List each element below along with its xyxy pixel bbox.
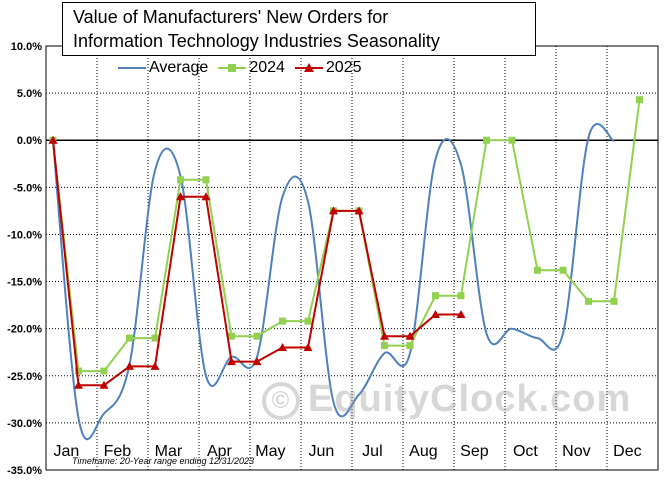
y-tick-label: 0.0% bbox=[17, 135, 42, 147]
x-tick-label: Feb bbox=[104, 443, 132, 460]
y-tick-label: -20.0% bbox=[7, 324, 42, 336]
data-point-2025 bbox=[74, 380, 83, 389]
data-point-2024 bbox=[177, 176, 184, 184]
chart-title-line-1: Value of Manufacturers' New Orders for bbox=[73, 7, 389, 27]
legend-swatch-2025 bbox=[294, 63, 323, 72]
legend-swatch-2024 bbox=[218, 64, 247, 72]
x-tick-label: Nov bbox=[562, 443, 590, 460]
x-tick-label: Jan bbox=[54, 443, 80, 460]
copyright-icon: © bbox=[262, 382, 300, 420]
legend-label-average: Average bbox=[149, 59, 209, 76]
x-tick-label: Mar bbox=[155, 443, 183, 460]
y-tick-label: -15.0% bbox=[7, 277, 42, 289]
y-tick-label: -10.0% bbox=[7, 229, 42, 241]
data-point-2024 bbox=[100, 367, 108, 375]
watermark-text: EquityClock.com bbox=[308, 378, 632, 420]
data-point-2024 bbox=[381, 342, 388, 350]
data-point-2025 bbox=[456, 310, 466, 319]
x-tick-label: Aug bbox=[409, 443, 437, 460]
x-tick-label: Apr bbox=[207, 443, 233, 460]
data-point-2025 bbox=[278, 343, 287, 352]
data-point-2024 bbox=[610, 297, 618, 305]
data-point-2025 bbox=[48, 135, 58, 144]
data-point-2024 bbox=[228, 332, 235, 340]
data-point-2024 bbox=[406, 342, 414, 350]
y-tick-label: 10.0% bbox=[11, 41, 42, 53]
legend-label-2024: 2024 bbox=[249, 59, 285, 76]
data-point-2024 bbox=[457, 292, 465, 300]
y-tick-label: -25.0% bbox=[7, 371, 42, 383]
x-tick-label: Oct bbox=[513, 443, 538, 460]
data-point-2025 bbox=[201, 192, 211, 201]
data-point-2024 bbox=[279, 317, 286, 325]
data-point-2024 bbox=[483, 136, 490, 144]
series-line-average bbox=[52, 123, 615, 441]
y-tick-label: -30.0% bbox=[7, 418, 42, 430]
data-point-2024 bbox=[585, 297, 592, 305]
x-tick-label: Dec bbox=[613, 443, 641, 460]
data-point-2025 bbox=[431, 310, 440, 319]
y-tick-label: -35.0% bbox=[7, 465, 42, 477]
data-point-2025 bbox=[125, 361, 134, 370]
tick-layer: 10.0% 5.0% 0.0% -5.0% -10.0% -15.0% -20.0% -25.… bbox=[7, 41, 641, 477]
data-point-2025 bbox=[405, 331, 415, 340]
data-point-2025 bbox=[99, 380, 109, 389]
y-tick-label: 5.0% bbox=[17, 88, 42, 100]
timeframe-footnote: Timeframe: 20-Year range ending 12/31/20… bbox=[72, 456, 255, 466]
data-point-2024 bbox=[534, 266, 541, 274]
data-point-2024 bbox=[151, 334, 159, 342]
y-tick-label: -5.0% bbox=[13, 182, 42, 194]
series-layer bbox=[48, 96, 643, 441]
data-point-2024 bbox=[304, 317, 312, 325]
data-point-2025 bbox=[227, 357, 236, 366]
chart-title-line-2: Information Technology Industries Season… bbox=[73, 31, 440, 51]
data-point-2024 bbox=[126, 334, 133, 342]
legend: Average 2024 2025 bbox=[118, 58, 372, 78]
data-point-2025 bbox=[176, 192, 185, 201]
legend-label-2025: 2025 bbox=[325, 59, 362, 76]
data-point-2024 bbox=[253, 332, 261, 340]
legend-item-2025: 2025 bbox=[294, 59, 362, 77]
plot-frame bbox=[45, 45, 659, 471]
legend-item-2024: 2024 bbox=[218, 59, 285, 77]
watermark: © EquityClock.com bbox=[262, 378, 631, 421]
data-point-2025 bbox=[354, 206, 364, 215]
legend-item-average: Average bbox=[118, 59, 208, 77]
x-tick-label: May bbox=[255, 443, 285, 460]
x-tick-label: Sep bbox=[460, 443, 489, 460]
data-point-2025 bbox=[380, 331, 389, 340]
x-tick-label: Jun bbox=[309, 443, 335, 460]
chart-title-box: Value of Manufacturers' New Orders for I… bbox=[62, 2, 536, 56]
data-point-2025 bbox=[252, 357, 262, 366]
data-point-2025 bbox=[303, 343, 313, 352]
data-point-2024 bbox=[75, 367, 82, 375]
data-point-2024 bbox=[432, 292, 439, 300]
data-point-2024 bbox=[559, 266, 567, 274]
data-point-2025 bbox=[329, 206, 338, 215]
data-point-2024 bbox=[636, 96, 643, 104]
data-point-2024 bbox=[508, 136, 516, 144]
legend-swatch-average bbox=[118, 67, 146, 69]
x-tick-label: Jul bbox=[362, 443, 382, 460]
data-point-2025 bbox=[150, 361, 160, 370]
data-point-2024 bbox=[202, 176, 210, 184]
